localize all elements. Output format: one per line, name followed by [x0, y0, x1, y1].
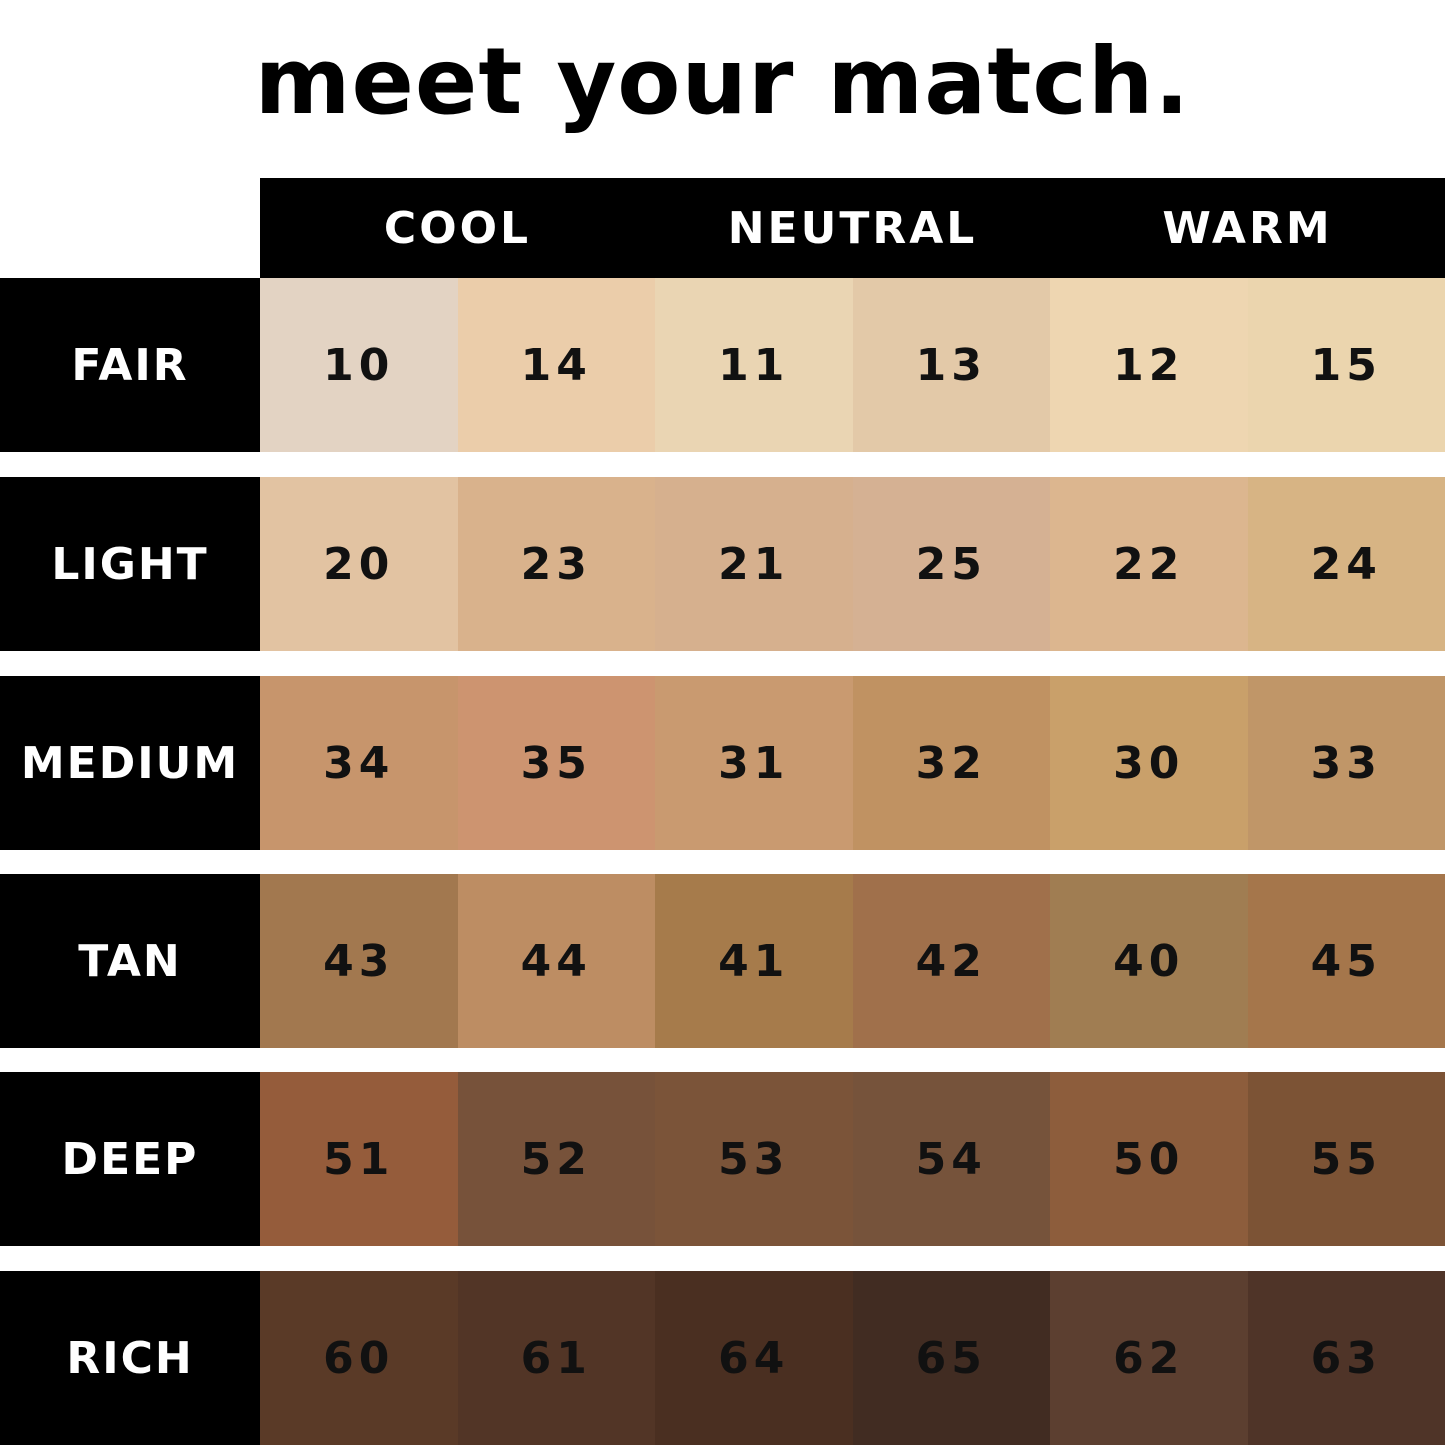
row-label: FAIR — [0, 278, 260, 452]
shade-swatch: 10 — [260, 278, 458, 452]
shade-swatch: 21 — [655, 477, 853, 651]
shade-swatch: 63 — [1247, 1271, 1445, 1445]
shade-swatch: 45 — [1247, 874, 1445, 1048]
row-label: TAN — [0, 874, 260, 1048]
shade-swatch: 44 — [457, 874, 655, 1048]
column-header-neutral: NEUTRAL — [727, 202, 978, 254]
shade-row-light: LIGHT 20 23 21 25 22 24 — [0, 477, 1445, 651]
shade-row-medium: MEDIUM 34 35 31 32 30 33 — [0, 676, 1445, 850]
shade-swatch: 41 — [655, 874, 853, 1048]
shade-swatch: 64 — [655, 1271, 853, 1445]
shade-swatch: 12 — [1050, 278, 1248, 452]
shade-swatch: 25 — [852, 477, 1050, 651]
shade-swatch: 34 — [260, 676, 458, 850]
shade-swatch: 42 — [852, 874, 1050, 1048]
shade-swatch: 40 — [1050, 874, 1248, 1048]
shade-swatch: 30 — [1050, 676, 1248, 850]
shade-swatch: 14 — [457, 278, 655, 452]
shade-swatch: 61 — [457, 1271, 655, 1445]
undertone-header: COOL NEUTRAL WARM — [260, 178, 1445, 278]
shade-row-rich: RICH 60 61 64 65 62 63 — [0, 1271, 1445, 1445]
shade-swatch: 11 — [655, 278, 853, 452]
shade-swatch: 51 — [260, 1072, 458, 1246]
row-label: LIGHT — [0, 477, 260, 651]
shade-row-fair: FAIR 10 14 11 13 12 15 — [0, 278, 1445, 452]
shade-swatch: 15 — [1247, 278, 1445, 452]
shade-swatch: 62 — [1050, 1271, 1248, 1445]
shade-swatch: 54 — [852, 1072, 1050, 1246]
shade-swatch: 52 — [457, 1072, 655, 1246]
shade-swatch: 55 — [1247, 1072, 1445, 1246]
shade-swatch: 24 — [1247, 477, 1445, 651]
shade-swatch: 43 — [260, 874, 458, 1048]
shade-swatch: 22 — [1050, 477, 1248, 651]
shade-swatch: 31 — [655, 676, 853, 850]
shade-row-deep: DEEP 51 52 53 54 50 55 — [0, 1072, 1445, 1246]
shade-row-tan: TAN 43 44 41 42 40 45 — [0, 874, 1445, 1048]
shade-swatch: 20 — [260, 477, 458, 651]
shade-swatch: 32 — [852, 676, 1050, 850]
column-header-warm: WARM — [1162, 202, 1333, 254]
shade-swatch: 35 — [457, 676, 655, 850]
shade-swatch: 33 — [1247, 676, 1445, 850]
row-label: RICH — [0, 1271, 260, 1445]
column-header-cool: COOL — [383, 202, 532, 254]
shade-swatch: 60 — [260, 1271, 458, 1445]
page-title: meet your match. — [254, 28, 1191, 135]
shade-swatch: 50 — [1050, 1072, 1248, 1246]
shade-swatch: 65 — [852, 1271, 1050, 1445]
shade-swatch: 13 — [852, 278, 1050, 452]
shade-swatch: 53 — [655, 1072, 853, 1246]
row-label: DEEP — [0, 1072, 260, 1246]
row-label: MEDIUM — [0, 676, 260, 850]
shade-swatch: 23 — [457, 477, 655, 651]
